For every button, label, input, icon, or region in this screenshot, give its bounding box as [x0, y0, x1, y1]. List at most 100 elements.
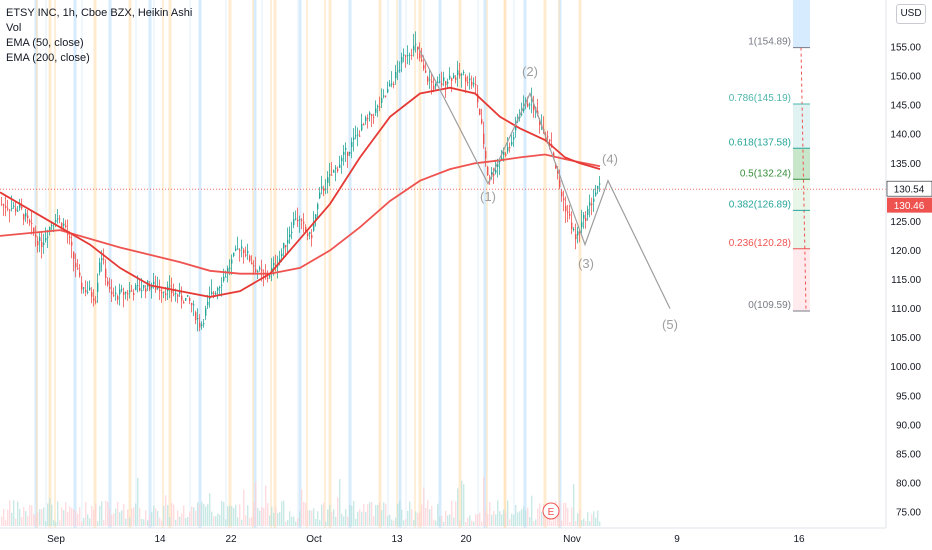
candle-body	[459, 73, 460, 76]
candle-body	[211, 292, 212, 294]
candle-body	[399, 70, 400, 71]
volume-bar	[455, 501, 456, 526]
volume-bar	[507, 500, 508, 526]
volume-bar	[345, 509, 346, 526]
candle-body	[29, 220, 30, 222]
volume-bar	[223, 502, 224, 526]
volume-bar	[309, 510, 310, 526]
volume-bar	[185, 518, 186, 526]
candle-body	[219, 287, 220, 288]
candle-body	[331, 175, 332, 176]
candle-body	[395, 72, 396, 78]
candle-body	[205, 308, 206, 315]
volume-bar	[469, 515, 470, 526]
fibonacci-zones	[793, 0, 810, 311]
y-tick-11: 100.00	[890, 362, 921, 373]
candle-body	[5, 206, 6, 208]
y-tick-9: 110.00	[891, 304, 921, 315]
candle-body	[295, 218, 296, 219]
candle-body	[87, 292, 88, 293]
candle-body	[57, 218, 58, 219]
y-tick-10: 105.00	[890, 333, 921, 344]
candle-body	[143, 285, 144, 288]
volume-bar	[437, 504, 438, 526]
volume-bar	[413, 520, 414, 526]
volume-bar	[577, 513, 578, 526]
candle-body	[411, 55, 412, 56]
currency-button[interactable]: USD	[896, 4, 926, 24]
volume-bar	[397, 504, 398, 526]
volume-bar	[59, 520, 60, 526]
candle-body	[449, 76, 450, 79]
candle-body	[225, 277, 226, 278]
volume-bar	[107, 502, 108, 526]
volume-bar	[369, 502, 370, 526]
candle-body	[255, 269, 256, 272]
volume-bar	[119, 512, 120, 526]
candle-body	[589, 202, 590, 205]
candle-body	[485, 151, 486, 158]
volume-bar	[165, 495, 166, 526]
volume-bar	[445, 511, 446, 526]
volume-bar	[237, 517, 238, 526]
volume-bar	[255, 482, 256, 526]
volume-bar	[247, 505, 248, 526]
volume-bar	[85, 502, 86, 526]
candle-body	[467, 82, 468, 83]
candle-body	[353, 138, 354, 140]
volume-bar	[421, 504, 422, 526]
earnings-marker[interactable]: E	[543, 503, 559, 519]
vol-indicator[interactable]: Vol	[6, 21, 192, 36]
ema50-indicator[interactable]: EMA (50, close)	[6, 36, 192, 51]
volume-bar	[367, 504, 368, 526]
candle-body	[79, 272, 80, 275]
volume-bar	[403, 520, 404, 526]
candle-body	[581, 222, 582, 227]
volume-bar	[201, 502, 202, 526]
time-axis[interactable]: Sep 14 22 Oct 13 20 Nov 9 16	[0, 528, 886, 545]
candle-body	[97, 283, 98, 292]
volume-bar	[213, 516, 214, 526]
fib-label-6: 0(109.59)	[748, 300, 791, 311]
candle-body	[559, 180, 560, 187]
volume-bar	[409, 501, 410, 526]
volume-bar	[533, 521, 534, 526]
volume-bar	[317, 511, 318, 526]
candle-body	[259, 268, 260, 270]
candle-body	[407, 55, 408, 56]
ema200-indicator[interactable]: EMA (200, close)	[6, 51, 192, 66]
volume-bar	[457, 488, 458, 526]
price-tag-1: 130.46	[894, 201, 925, 212]
x-tick-0: Sep	[47, 534, 65, 545]
fib-label-3: 0.5(132.24)	[740, 168, 791, 179]
volume-bar	[269, 515, 270, 526]
volume-bar	[441, 516, 442, 526]
volume-bar	[97, 521, 98, 526]
candle-body	[479, 109, 480, 115]
volume-bar	[583, 518, 584, 526]
volume-bar	[359, 509, 360, 526]
volume-bar	[569, 522, 570, 526]
volume-bar	[527, 508, 528, 526]
candle-body	[283, 243, 284, 248]
volume-bar	[327, 509, 328, 526]
candle-body	[173, 294, 174, 295]
volume-bar	[81, 522, 82, 526]
candle-body	[39, 237, 40, 241]
volume-bar	[433, 520, 434, 526]
volume-bar	[481, 522, 482, 526]
volume-bar	[535, 519, 536, 526]
volume-bar	[485, 511, 486, 526]
candle-body	[217, 288, 218, 291]
volume-bar	[285, 521, 286, 526]
price-axis[interactable]: 155.00150.00145.00140.00135.00130.00125.…	[886, 0, 921, 528]
volume-bar	[187, 517, 188, 526]
symbol-title[interactable]: ETSY INC, 1h, Cboe BZX, Heikin Ashi	[6, 6, 192, 21]
volume-bar	[35, 516, 36, 526]
volume-bar	[567, 508, 568, 526]
candle-body	[229, 268, 230, 269]
candle-body	[509, 147, 510, 148]
volume-bar	[257, 508, 258, 526]
candle-body	[463, 72, 464, 73]
